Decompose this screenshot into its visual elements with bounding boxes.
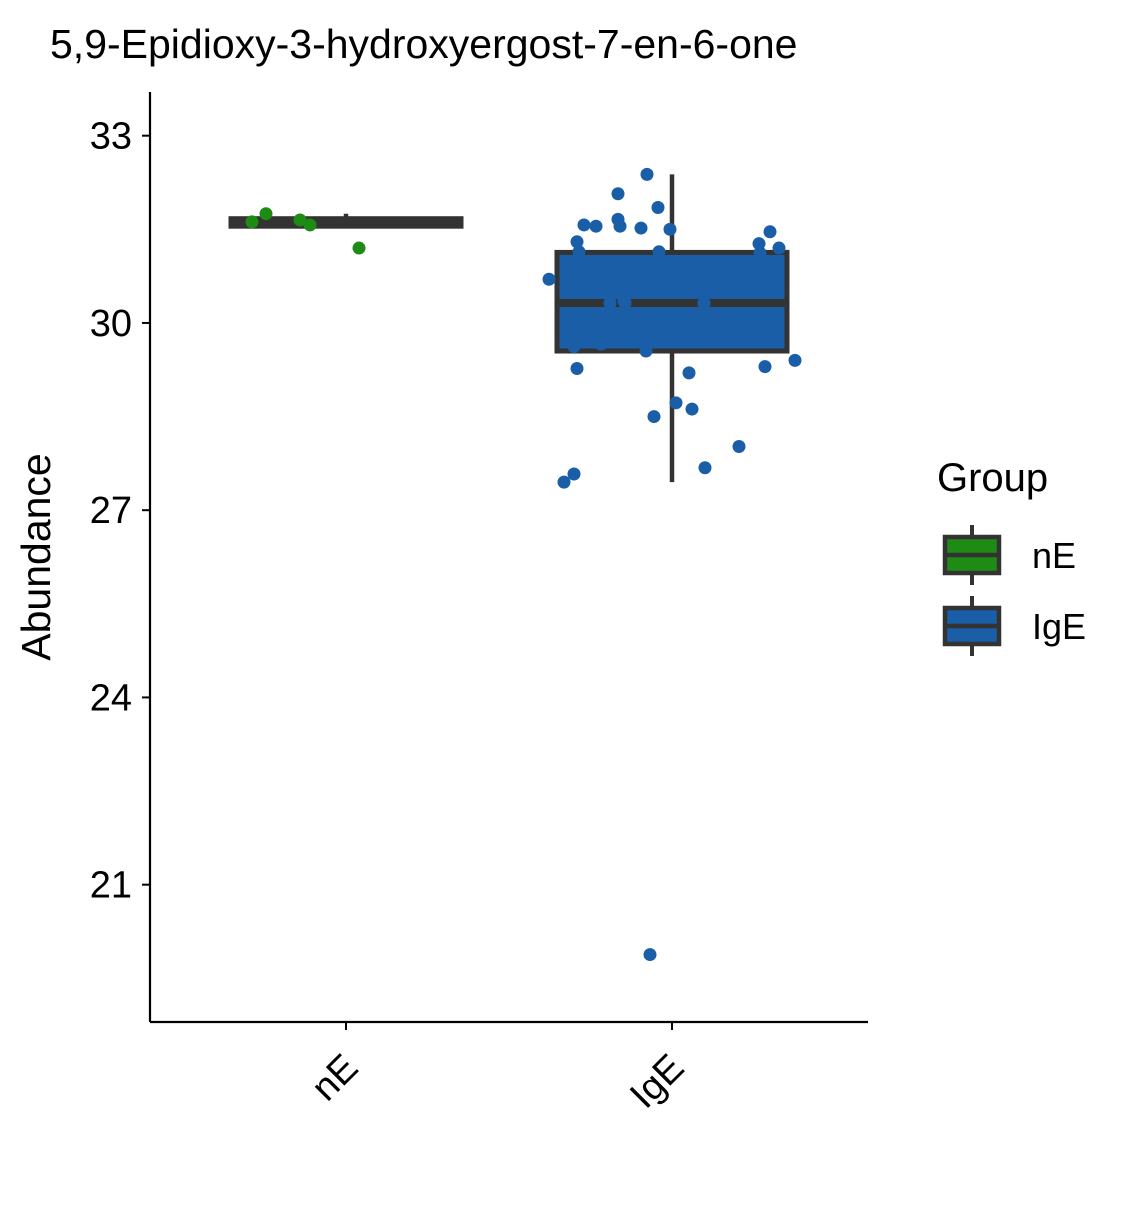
- axes: 21 24 27 30 33 nE IgE: [90, 92, 868, 1117]
- data-point-nE: [293, 213, 307, 227]
- data-point-IgE: [567, 467, 581, 481]
- data-point-IgE: [732, 440, 746, 454]
- data-point-IgE: [594, 337, 608, 351]
- data-point-IgE: [611, 187, 625, 201]
- y-tick-label: 24: [90, 677, 132, 719]
- data-point-IgE: [763, 225, 777, 239]
- data-point-nE: [303, 218, 317, 232]
- data-point-IgE: [589, 219, 603, 233]
- x-tick-label: IgE: [622, 1047, 692, 1117]
- data-point-IgE: [603, 296, 617, 310]
- legend-label: IgE: [1032, 606, 1086, 647]
- data-point-IgE: [647, 410, 661, 424]
- data-point-nE: [352, 241, 366, 255]
- data-point-IgE: [753, 246, 767, 260]
- legend-title: Group: [937, 456, 1048, 500]
- legend: nE IgE: [942, 525, 1086, 656]
- data-point-IgE: [651, 200, 665, 214]
- data-point-IgE: [570, 235, 584, 249]
- data-point-nE: [245, 215, 259, 229]
- data-point-IgE: [634, 221, 648, 235]
- y-tick-label: 30: [90, 303, 132, 345]
- data-point-IgE: [669, 396, 683, 410]
- y-tick-label: 21: [90, 865, 132, 907]
- data-point-IgE: [617, 294, 631, 308]
- points: [245, 167, 802, 962]
- data-point-IgE: [788, 353, 802, 367]
- legend-label: nE: [1032, 535, 1076, 576]
- y-tick-label: 33: [90, 116, 132, 158]
- data-point-IgE: [567, 340, 581, 354]
- data-point-IgE: [698, 461, 712, 475]
- data-point-IgE: [752, 237, 766, 251]
- data-point-IgE: [772, 241, 786, 255]
- data-point-IgE: [639, 344, 653, 358]
- data-point-IgE: [652, 245, 666, 259]
- x-tick-label: nE: [304, 1047, 367, 1110]
- data-point-IgE: [570, 362, 584, 376]
- data-point-IgE: [557, 475, 571, 489]
- chart-title: 5,9-Epidioxy-3-hydroxyergost-7-en-6-one: [50, 21, 797, 67]
- data-point-IgE: [613, 219, 627, 233]
- data-point-IgE: [577, 218, 591, 232]
- data-point-IgE: [758, 360, 772, 374]
- data-point-IgE: [663, 222, 677, 236]
- boxes: [228, 174, 790, 483]
- data-point-nE: [259, 207, 273, 221]
- y-axis-title: Abundance: [13, 453, 59, 660]
- data-point-IgE: [572, 245, 586, 259]
- data-point-IgE: [542, 272, 556, 286]
- data-point-IgE: [682, 366, 696, 380]
- data-point-IgE: [685, 402, 699, 416]
- data-point-IgE: [643, 948, 657, 962]
- data-point-IgE: [640, 167, 654, 181]
- y-tick-label: 27: [90, 490, 132, 532]
- data-point-IgE: [697, 296, 711, 310]
